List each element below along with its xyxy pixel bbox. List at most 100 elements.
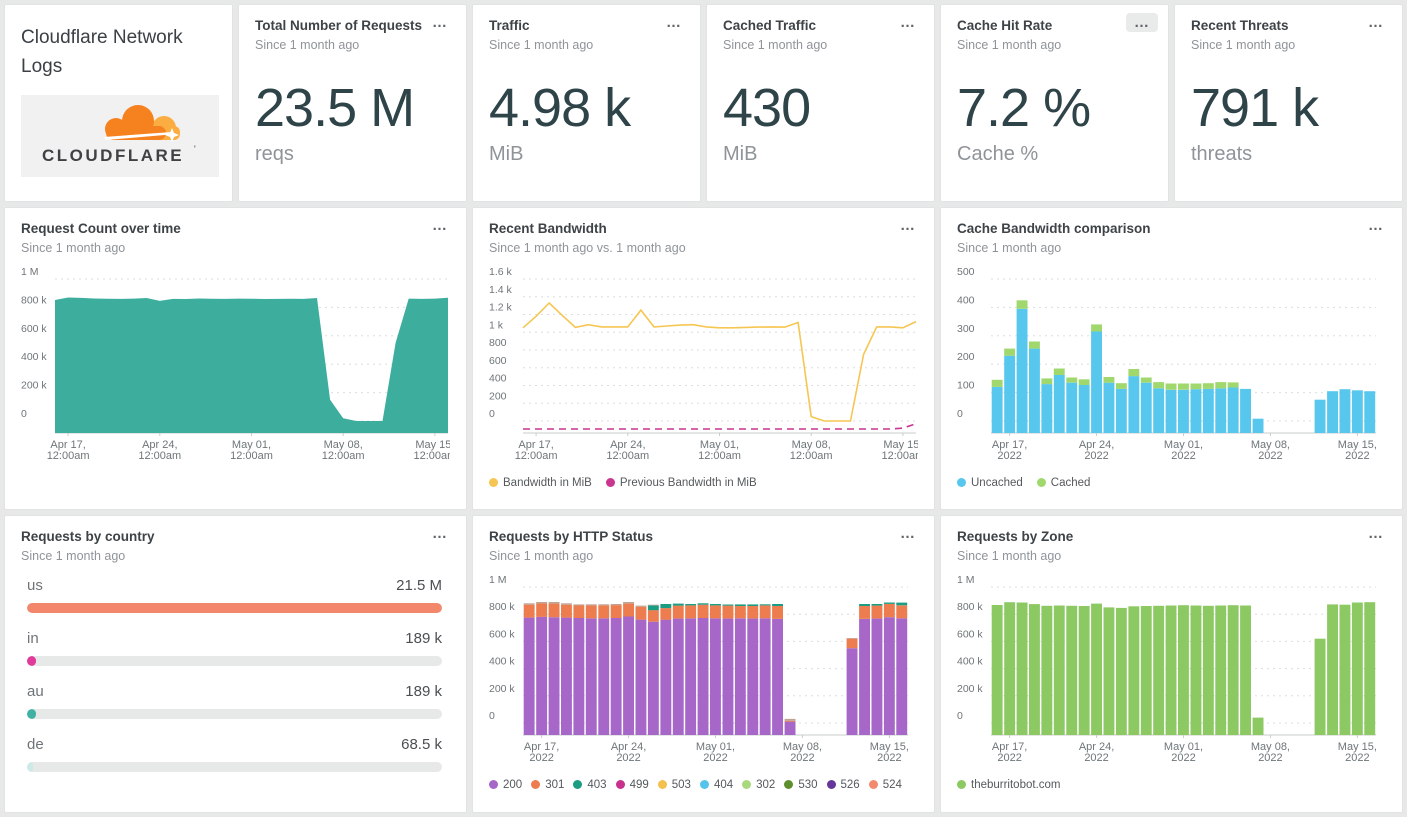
svg-text:400 k: 400 k [21,351,47,363]
panel-title: Recent Threats [1191,18,1289,33]
legend-item[interactable]: Bandwidth in MiB [489,477,592,489]
gauge-row-value: 21.5 M [396,576,442,594]
svg-text:May 01,: May 01, [1164,439,1203,451]
svg-text:2022: 2022 [1084,450,1108,462]
more-options-icon[interactable]: … [1368,217,1384,234]
legend-item[interactable]: 503 [657,778,691,791]
svg-text:600 k: 600 k [957,628,983,640]
stat-value: 4.98 k [489,77,631,138]
svg-text:0: 0 [21,408,27,420]
legend-item[interactable]: Cached [1036,477,1090,489]
svg-text:2022: 2022 [616,752,640,764]
gauge-track [27,602,442,613]
svg-text:1 M: 1 M [21,266,39,278]
dashboard-title: Cloudflare Network Logs [21,27,183,77]
svg-text:0: 0 [489,408,495,420]
more-options-icon[interactable]: … [432,525,448,542]
svg-text:800 k: 800 k [489,601,515,613]
more-options-icon[interactable]: … [432,14,448,31]
svg-text:2022: 2022 [1258,752,1282,764]
panel-traffic: Traffic Since 1 month ago … 4.98 k MiB [472,4,701,202]
legend-label: 404 [713,778,734,791]
svg-text:12:00am: 12:00am [881,450,918,462]
svg-text:May 08,: May 08, [1251,741,1290,753]
svg-text:2022: 2022 [1171,752,1195,764]
chart-legend: Bandwidth in MiB Previous Bandwidth in Mi… [489,477,918,489]
more-options-icon[interactable]: … [432,217,448,234]
legend-color-dot [489,780,498,790]
more-options-icon[interactable]: … [1368,14,1384,31]
more-options-icon[interactable]: … [900,525,916,542]
panel-subtitle: Since 1 month ago [255,37,360,52]
panel-title: Request Count over time [21,221,181,236]
legend-item[interactable]: Previous Bandwidth in MiB [605,477,757,489]
legend-item[interactable]: 301 [531,779,564,791]
panel-recent-bandwidth: Recent Bandwidth Since 1 month ago vs. 1… [472,207,935,510]
legend-item[interactable]: 526 [826,779,860,791]
svg-text:200 k: 200 k [489,683,515,695]
gauge-fill [27,708,36,719]
svg-text:May 08,: May 08, [783,741,822,753]
more-options-icon[interactable]: … [666,14,682,31]
legend-label: 302 [756,778,776,791]
legend-item[interactable]: 524 [868,779,902,791]
stat-unit: reqs [255,142,294,165]
svg-text:2022: 2022 [1084,752,1108,764]
gauge-row-value: 189 k [405,629,442,647]
svg-text:2022: 2022 [1345,450,1369,462]
legend-item[interactable]: 200 [489,779,522,791]
svg-text:2022: 2022 [1345,752,1369,764]
panel-subtitle: Since 1 month ago vs. 1 month ago [489,240,686,255]
panel-title: Cache Hit Rate [957,18,1053,33]
legend-item[interactable]: 530 [784,779,818,791]
gauge-row-value: 189 k [405,682,442,700]
legend-item[interactable]: 302 [742,779,775,791]
more-options-icon[interactable]: … [1368,525,1384,542]
panel-subtitle: Since 1 month ago [1191,37,1296,52]
gauge-track [27,655,442,666]
panel-cloudflare-logo: Cloudflare Network Logs CLOUDFLARE ' [4,4,233,202]
panel-title: Cached Traffic [723,18,817,33]
legend-color-dot [957,780,966,790]
legend-item[interactable]: 404 [699,778,734,791]
svg-text:12:00am: 12:00am [322,450,365,462]
more-options-icon[interactable]: … [1126,13,1158,32]
panel-subtitle: Since 1 month ago [489,37,594,52]
stat-value: 791 k [1191,77,1319,138]
svg-text:Apr 24,: Apr 24, [610,439,645,451]
chart-legend: 200 301 403 499 503 404 302 530 526 524 [489,779,918,791]
panel-title: Total Number of Requests [255,18,423,33]
legend-color-dot [573,780,583,790]
panel-subtitle: Since 1 month ago [957,240,1062,255]
svg-text:1.4 k: 1.4 k [489,284,513,296]
legend-color-dot [605,478,615,488]
panel-title: Requests by country [21,529,155,544]
legend-item[interactable]: 403 [573,779,607,791]
svg-text:200: 200 [489,390,507,402]
svg-text:1 k: 1 k [489,319,504,331]
svg-text:2022: 2022 [997,450,1021,462]
svg-text:12:00am: 12:00am [230,450,273,462]
more-options-icon[interactable]: … [900,14,916,31]
legend-label: 503 [671,778,691,791]
more-options-icon[interactable]: … [900,217,916,234]
svg-text:12:00am: 12:00am [413,450,450,462]
svg-text:Apr 17,: Apr 17, [992,439,1027,451]
svg-text:2022: 2022 [790,752,814,764]
svg-text:200 k: 200 k [957,683,983,695]
legend-item[interactable]: theburritobot.com [957,779,1061,791]
stat-value: 430 [723,77,811,138]
svg-text:2022: 2022 [1258,450,1282,462]
svg-text:CLOUDFLARE: CLOUDFLARE [42,146,184,165]
gauge-row-label: in [27,629,39,647]
svg-text:May 15,: May 15, [870,741,909,753]
svg-text:May 15,: May 15, [415,439,450,451]
legend-item[interactable]: Uncached [957,477,1023,489]
legend-item[interactable]: 499 [615,779,649,791]
legend-color-dot [826,780,836,790]
svg-text:2022: 2022 [1171,450,1195,462]
panel-cache-hit-rate: Cache Hit Rate Since 1 month ago … 7.2 %… [940,4,1169,202]
panel-cached-traffic: Cached Traffic Since 1 month ago … 430 M… [706,4,935,202]
panel-request-count: Request Count over time Since 1 month ag… [4,207,467,510]
